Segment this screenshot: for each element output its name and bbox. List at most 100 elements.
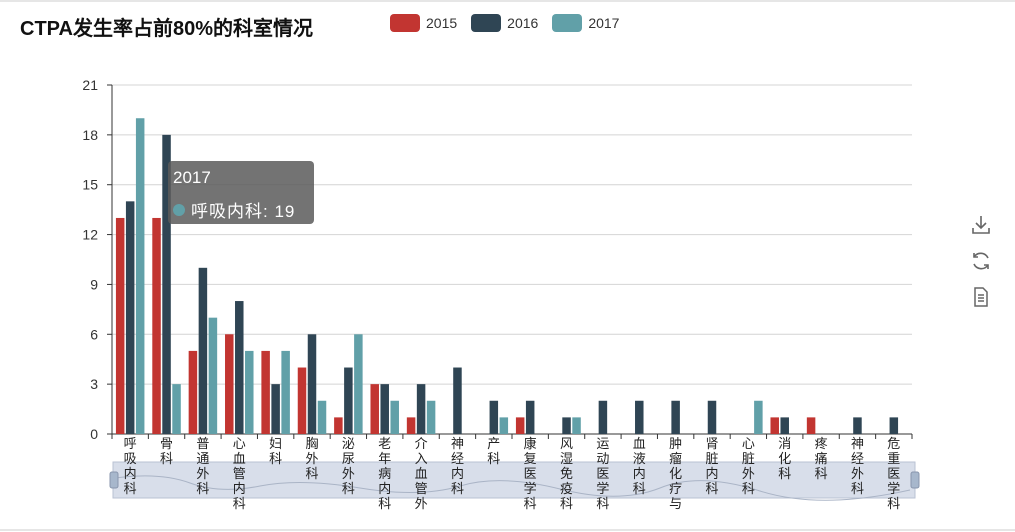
bar-2016-4 [271, 384, 280, 434]
y-tick-label: 15 [82, 177, 98, 193]
bar-2015-8 [406, 417, 416, 434]
x-tick-label: 泌尿外科 [342, 437, 355, 497]
x-tick-label: 普通外科 [196, 437, 209, 497]
bar-2016-11 [525, 400, 535, 434]
x-tick-label: 心脏外科 [742, 437, 755, 497]
bar-2017-1 [172, 384, 181, 434]
x-tick-label: 产科 [487, 437, 500, 467]
bar-2017-8 [426, 400, 436, 434]
legend: 2015 2016 2017 [390, 14, 619, 32]
x-tick-label: 心血管内科 [233, 437, 246, 512]
tooltip-line: 呼吸内科: 19 [173, 197, 295, 222]
bar-2015-18 [770, 417, 779, 434]
bar-2017-6 [354, 334, 363, 434]
legend-swatch-2017 [552, 14, 583, 32]
download-icon[interactable] [968, 212, 994, 238]
toolbox [968, 212, 994, 320]
bar-2016-6 [344, 367, 353, 434]
legend-item-2017[interactable]: 2017 [552, 14, 619, 32]
legend-item-2016[interactable]: 2016 [471, 14, 538, 32]
x-tick-label: 妇科 [269, 436, 282, 467]
x-tick-label: 危重医学科 [887, 437, 900, 512]
y-tick-label: 6 [90, 326, 98, 342]
bar-2017-2 [208, 317, 218, 434]
tooltip-value: 呼吸内科: 19 [191, 202, 296, 221]
y-tick-label: 18 [82, 127, 98, 143]
datazoom-handle-right [910, 471, 920, 489]
bar-2016-2 [198, 267, 208, 434]
bar-2017-17 [754, 400, 763, 434]
y-tick-label: 12 [82, 227, 98, 243]
data-view-icon[interactable] [968, 284, 994, 310]
y-tick-label: 9 [90, 276, 98, 292]
bar-2016-14 [635, 400, 644, 434]
y-tick-label: 3 [90, 376, 98, 392]
x-tick-label: 肾脏内科 [705, 437, 718, 497]
bar-2016-9 [453, 367, 462, 434]
bar-2016-15 [671, 400, 680, 434]
top-border [0, 0, 1015, 2]
x-tick-label: 康复医学科 [524, 436, 537, 512]
bar-2016-12 [562, 417, 571, 434]
x-tick-label: 风湿免疫科 [560, 437, 573, 512]
bar-2016-5 [307, 334, 317, 434]
bar-2016-20 [853, 417, 862, 434]
tooltip-series-name: 2017 [173, 168, 211, 187]
y-tick-label: 0 [90, 426, 98, 442]
bar-2015-5 [297, 367, 307, 434]
legend-label-2016: 2016 [507, 15, 539, 31]
bar-2016-16 [707, 400, 717, 434]
x-tick-label: 血液内科 [633, 437, 646, 497]
bar-2016-21 [889, 417, 899, 434]
tooltip-dot [173, 203, 185, 216]
x-tick-label: 胸外科 [305, 437, 318, 482]
bar-2015-0 [115, 217, 125, 434]
bar-2016-7 [380, 384, 389, 434]
legend-item-2015[interactable]: 2015 [390, 14, 457, 32]
bar-2016-8 [416, 384, 426, 434]
bar-2015-6 [334, 417, 343, 434]
bar-2017-10 [499, 417, 509, 434]
bar-2017-7 [390, 400, 399, 434]
bar-2017-5 [317, 400, 327, 434]
x-tick-label: 老年病内科 [378, 437, 391, 512]
bottom-border [0, 529, 1015, 531]
bar-2016-3 [235, 301, 244, 434]
bar-2015-19 [806, 417, 816, 434]
bar-2015-1 [152, 217, 161, 434]
x-tick-label: 运动医学科 [596, 437, 609, 512]
x-tick-label: 介入血管外 [415, 437, 428, 512]
datazoom-slider [112, 461, 916, 499]
datazoom-shadow-line [114, 475, 911, 501]
x-tick-label: 骨科 [160, 437, 173, 467]
legend-label-2015: 2015 [426, 15, 458, 31]
x-tick-label: 神经外科 [851, 437, 864, 497]
bar-2016-10 [489, 400, 499, 434]
bar-2015-4 [261, 350, 270, 434]
bar-2015-2 [188, 350, 198, 434]
bar-2016-18 [780, 417, 789, 434]
x-tick-label: 消化科 [778, 437, 791, 482]
chart-title: CTPA发生率占前80%的科室情况 [20, 18, 313, 40]
legend-swatch-2016 [471, 14, 502, 32]
bar-2017-0 [135, 118, 145, 434]
bar-2016-13 [598, 400, 608, 434]
bar-2016-1 [162, 134, 171, 434]
tooltip: 2017 呼吸内科: 19 [168, 161, 314, 224]
datazoom-handle-left [109, 471, 119, 489]
x-tick-label: 疼痛科 [815, 437, 828, 482]
bar-2017-4 [281, 350, 290, 434]
bar-2017-3 [245, 350, 254, 434]
x-tick-label: 呼吸内科 [124, 437, 137, 497]
legend-swatch-2015 [390, 14, 420, 32]
bar-2015-3 [225, 334, 234, 434]
y-tick-label: 21 [82, 77, 98, 93]
bar-2015-7 [370, 384, 379, 434]
x-tick-label: 神经内科 [451, 437, 464, 497]
bar-2017-12 [572, 417, 581, 434]
bar-2015-11 [515, 417, 525, 434]
refresh-icon[interactable] [968, 248, 994, 274]
bar-2016-0 [125, 201, 135, 434]
legend-label-2017: 2017 [588, 15, 620, 31]
